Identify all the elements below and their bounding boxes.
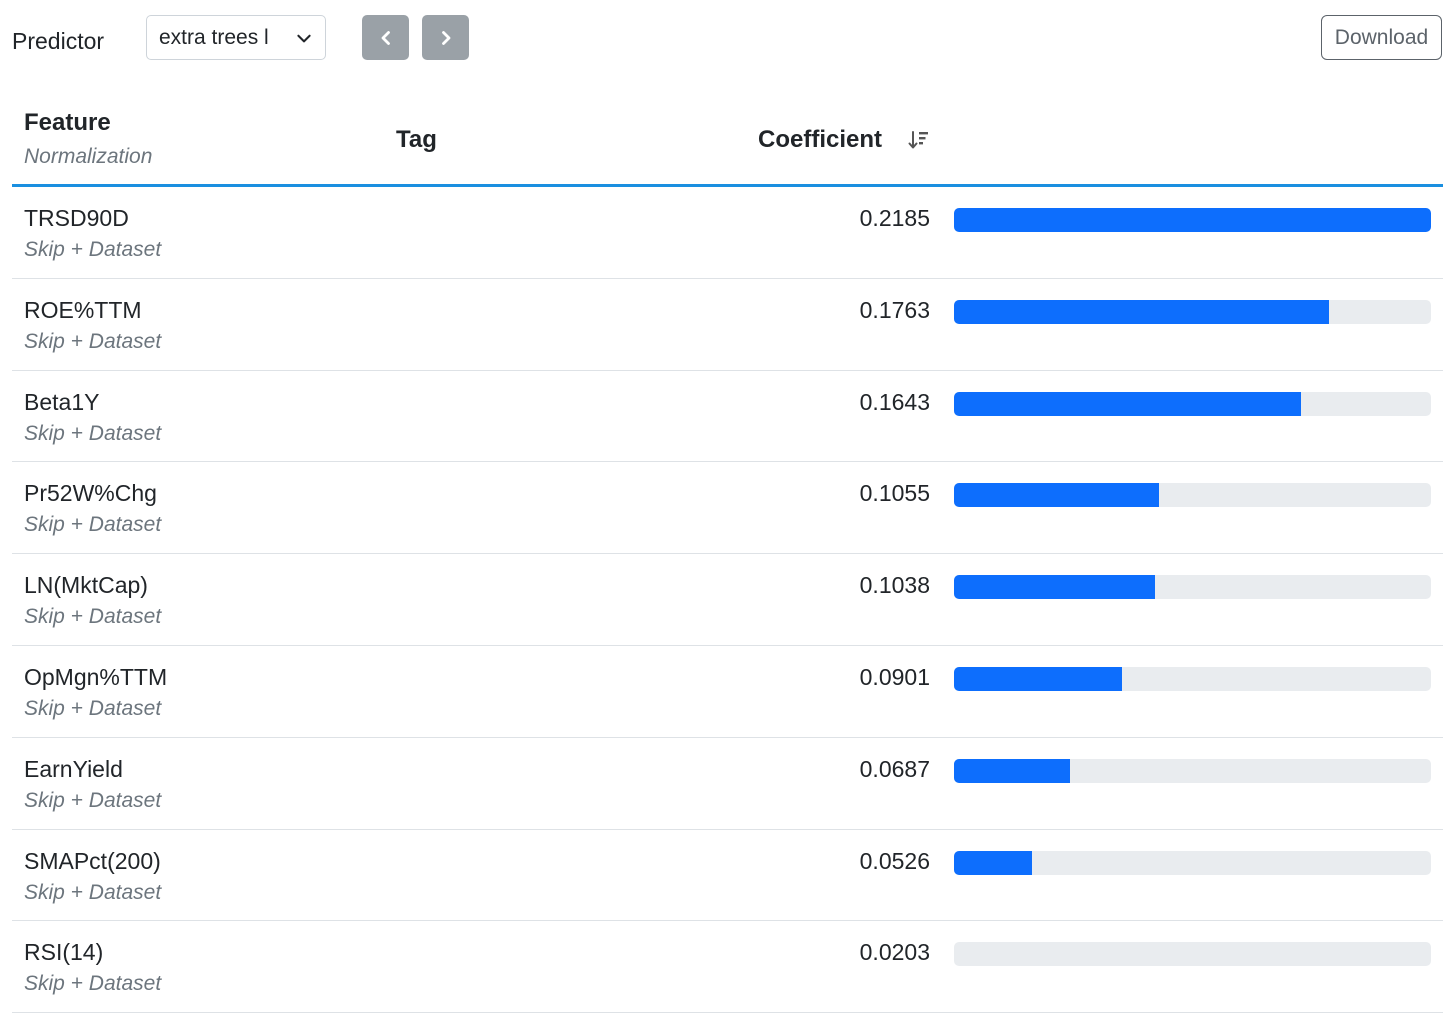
table-row: OpMgn%TTM Skip + Dataset 0.0901: [12, 646, 1443, 738]
coefficient-bar-fill: [954, 483, 1160, 508]
table-row: RSI(14) Skip + Dataset 0.0203: [12, 921, 1443, 1014]
table-header: Feature Normalization Tag Coefficient: [12, 95, 1443, 187]
predictor-select-value: extra trees l: [159, 25, 269, 49]
feature-column-header[interactable]: Feature: [24, 109, 111, 136]
coefficient-bar-track: [954, 208, 1431, 232]
feature-name: RSI(14): [24, 939, 104, 966]
coefficient-bar-fill: [954, 666, 1122, 691]
feature-normalization: Skip + Dataset: [24, 238, 162, 261]
tag-column-header[interactable]: Tag: [396, 126, 437, 153]
coefficient-bar-track: [954, 483, 1431, 508]
coefficient-bar-track: [954, 299, 1431, 324]
predictor-select[interactable]: extra trees l: [146, 15, 326, 60]
feature-normalization: Skip + Dataset: [24, 788, 162, 812]
feature-name: Beta1Y: [24, 388, 100, 415]
coefficient-bar-fill: [954, 208, 1431, 232]
table-row: Beta1Y Skip + Dataset 0.1643: [12, 371, 1443, 463]
predictor-label: Predictor: [12, 28, 105, 54]
coefficient-bar-track: [954, 758, 1431, 783]
coefficient-value: 0.0901: [859, 663, 930, 690]
coefficient-bar-fill: [954, 391, 1301, 416]
table-row: LN(MktCap) Skip + Dataset 0.1038: [12, 554, 1443, 646]
table-row: TRSD90D Skip + Dataset 0.2185: [12, 187, 1443, 279]
previous-button[interactable]: [362, 15, 409, 60]
coefficient-value: 0.0203: [859, 939, 930, 966]
feature-name: OpMgn%TTM: [24, 663, 168, 690]
feature-normalization: Skip + Dataset: [24, 972, 162, 996]
feature-name: Pr52W%Chg: [24, 480, 157, 507]
chevron-down-icon: [297, 34, 311, 42]
coefficient-value: 0.1763: [859, 296, 930, 323]
feature-name: ROE%TTM: [24, 296, 142, 323]
table-row: ROE%TTM Skip + Dataset 0.1763: [12, 279, 1443, 371]
coefficient-value: 0.0687: [859, 755, 930, 782]
sort-descending-icon[interactable]: [908, 129, 930, 151]
coefficient-value: 0.2185: [859, 205, 930, 231]
coefficient-bar-fill: [954, 758, 1071, 783]
feature-name: LN(MktCap): [24, 572, 148, 599]
next-button[interactable]: [422, 15, 469, 60]
table-row: SMAPct(200) Skip + Dataset 0.0526: [12, 830, 1443, 922]
toolbar: Predictor extra trees l Download: [0, 0, 1456, 80]
feature-name: SMAPct(200): [24, 847, 161, 874]
coefficient-bar-track: [954, 575, 1431, 600]
coefficient-value: 0.0526: [859, 847, 930, 874]
coefficient-value: 0.1643: [859, 388, 930, 415]
chevron-right-icon: [441, 30, 450, 45]
coefficient-bar-track: [954, 850, 1431, 875]
download-button[interactable]: Download: [1321, 15, 1442, 60]
table-row: Pr52W%Chg Skip + Dataset 0.1055: [12, 462, 1443, 555]
feature-normalization: Skip + Dataset: [24, 421, 162, 445]
coefficient-bar-track: [954, 666, 1431, 691]
feature-normalization: Skip + Dataset: [24, 880, 162, 904]
chevron-left-icon: [381, 30, 390, 45]
normalization-column-header: Normalization: [24, 145, 153, 168]
coefficient-bar-fill: [954, 299, 1330, 324]
table-row: EarnYield Skip + Dataset 0.0687: [12, 738, 1443, 830]
feature-normalization: Skip + Dataset: [24, 513, 162, 537]
feature-name: EarnYield: [24, 755, 123, 782]
feature-normalization: Skip + Dataset: [24, 329, 162, 353]
feature-name: TRSD90D: [24, 205, 129, 231]
coefficient-bar-fill: [954, 575, 1155, 600]
coefficient-bar-track: [954, 942, 1431, 967]
feature-normalization: Skip + Dataset: [24, 696, 162, 720]
coefficient-value: 0.1038: [859, 572, 930, 599]
coefficient-value: 0.1055: [859, 480, 930, 507]
coefficient-bar-track: [954, 391, 1431, 416]
coefficient-bar-fill: [954, 850, 1032, 875]
coefficient-table-body: TRSD90D Skip + Dataset 0.2185 ROE%TTM Skip +…: [12, 187, 1443, 1014]
coefficient-column-header[interactable]: Coefficient: [758, 126, 883, 153]
feature-normalization: Skip + Dataset: [24, 605, 162, 629]
